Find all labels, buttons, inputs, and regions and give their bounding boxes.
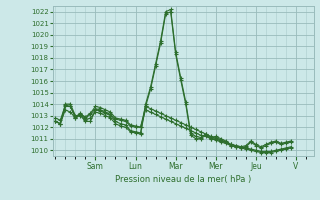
X-axis label: Pression niveau de la mer( hPa ): Pression niveau de la mer( hPa ) (115, 175, 251, 184)
